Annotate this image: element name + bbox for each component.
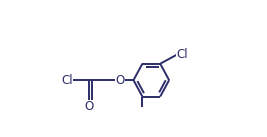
Text: O: O bbox=[115, 74, 124, 87]
Text: Cl: Cl bbox=[61, 74, 73, 87]
Text: O: O bbox=[84, 100, 94, 113]
Text: Cl: Cl bbox=[177, 48, 188, 61]
